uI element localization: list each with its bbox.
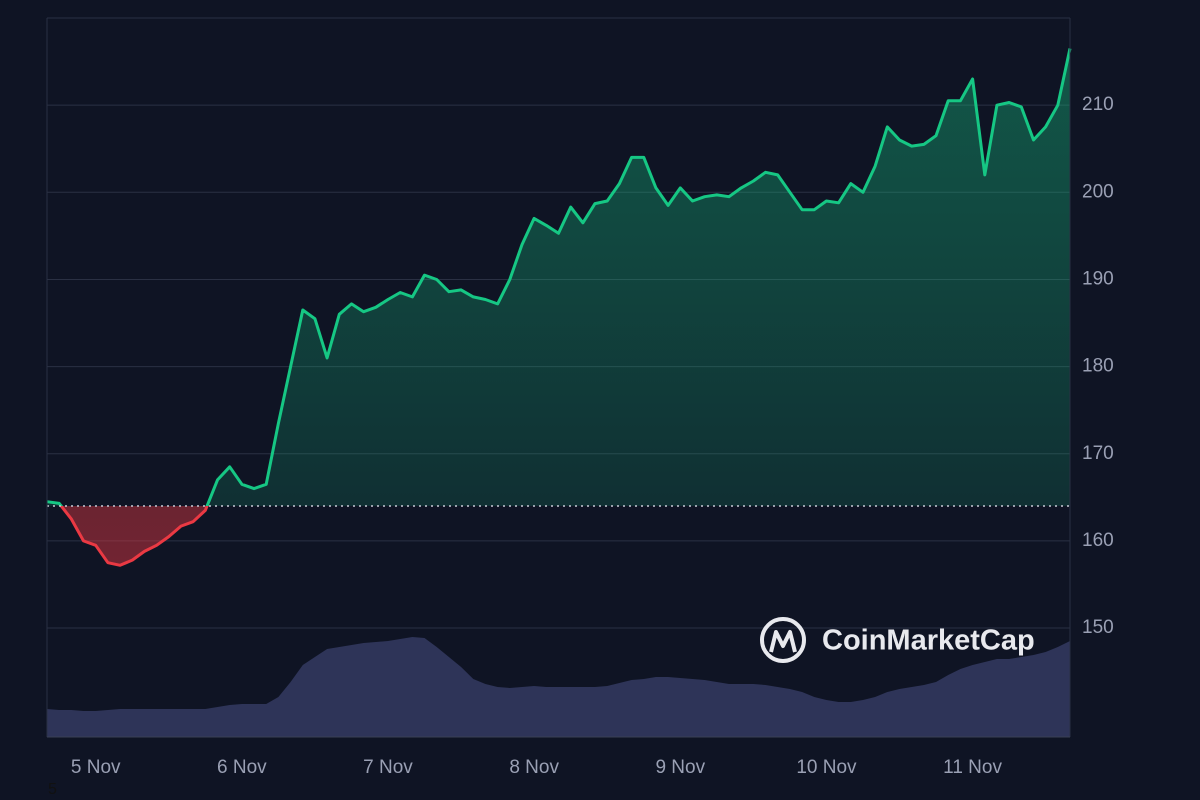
watermark: CoinMarketCap — [822, 625, 1035, 657]
price — [46, 48, 1072, 567]
footnote: 5 — [48, 781, 57, 798]
y-tick-label: 180 — [1082, 356, 1114, 377]
up-part — [46, 48, 1072, 507]
x-tick-label: 11 Nov — [943, 757, 1002, 778]
y-tick-label: 160 — [1082, 530, 1114, 551]
line-up — [46, 48, 1072, 507]
volume-area — [47, 637, 1070, 737]
x-tick-label: 9 Nov — [655, 757, 705, 778]
down-part — [59, 506, 209, 567]
x-tick-label: 10 Nov — [796, 757, 857, 778]
area-up — [47, 48, 1070, 507]
y-tick-label: 170 — [1082, 443, 1114, 464]
y-tick-label: 190 — [1082, 268, 1114, 289]
x-tick-label: 5 Nov — [71, 757, 121, 778]
y-tick-label: 210 — [1082, 94, 1114, 115]
x-tick-label: 6 Nov — [217, 757, 267, 778]
y-tick-label: 150 — [1082, 617, 1114, 638]
grid: 150 160 170 180 190 200 210 5 Nov 6 Nov 7 Nov 8 No… — [47, 94, 1114, 778]
y-tick-label: 200 — [1082, 181, 1114, 202]
area-down — [61, 506, 208, 566]
volume — [47, 637, 1070, 737]
watermark-logo — [760, 617, 806, 663]
x-tick-label: 7 Nov — [363, 757, 413, 778]
x-tick-label: 8 Nov — [509, 757, 559, 778]
